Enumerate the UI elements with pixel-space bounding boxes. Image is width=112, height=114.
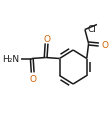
Text: O: O	[102, 41, 109, 50]
Text: O: O	[29, 74, 36, 83]
Text: Cl: Cl	[88, 25, 97, 34]
Text: H₂N: H₂N	[2, 54, 19, 63]
Text: O: O	[43, 34, 50, 43]
